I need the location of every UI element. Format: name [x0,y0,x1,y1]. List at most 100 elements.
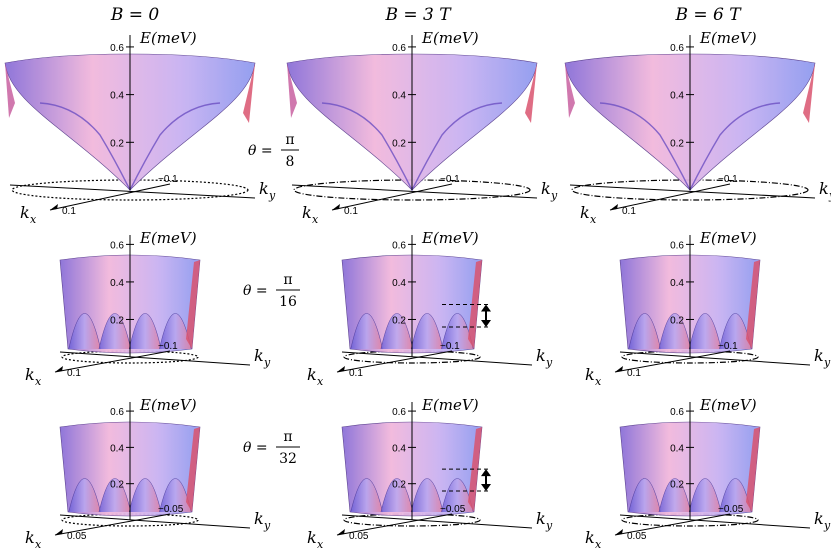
kx-axis-label: k [25,365,35,384]
energy-tick-label: 0.4 [392,91,406,102]
kx-axis [54,513,171,536]
energy-axis-label: E(meV) [139,29,197,47]
kx-arrowhead [50,204,58,210]
cone-lobe [350,478,383,513]
ky-axis [59,514,251,529]
kx-axis-label: k [307,528,317,547]
ky-axis-subscript: y [550,189,558,202]
kx-arrowhead [337,366,345,372]
cone-lobe [128,313,162,350]
energy-tick-label: 0.6 [110,43,124,54]
kx-axis-subscript: x [312,213,319,226]
column-header-b0: B = 0 [110,5,160,25]
kx-arrowhead [615,366,623,372]
ky-axis-label: k [814,346,824,365]
surface-edge [287,63,297,118]
cone-lobe [658,313,692,350]
brillouin-ellipse [571,179,809,201]
energy-tick-label: 0.4 [392,278,406,289]
kx-arrowhead [615,529,623,535]
energy-tick-label: 0.2 [392,138,406,149]
kx-axis [614,513,731,536]
energy-tick-label: 0.2 [670,138,684,149]
energy-tick-label: 0.2 [110,315,124,326]
energy-tick-label: 0.2 [670,480,684,491]
kx-axis-label: k [20,203,30,222]
theta-numerator: π [285,132,294,148]
ky-axis [341,351,533,366]
ky-axis-subscript: y [268,189,276,202]
gap-arrowhead-down [481,483,491,491]
ky-axis [569,184,816,199]
surface-edge [186,427,200,512]
kx-axis-label: k [585,365,595,384]
ky-tick-label: −0.05 [158,504,184,515]
kx-axis [614,350,731,373]
ky-axis-subscript: y [823,356,831,369]
surface-edge [746,260,760,349]
ky-tick-label: −0.1 [158,341,178,352]
energy-tick-label: 0.6 [670,43,684,54]
kx-axis-label: k [307,365,317,384]
energy-tick-label: 0.4 [110,443,124,454]
cone-lobe [410,478,444,513]
energy-tick-label: 0.2 [110,480,124,491]
energy-axis-label: E(meV) [139,229,197,247]
kx-tick-label: 0.05 [349,531,369,542]
ky-axis [341,514,533,529]
kx-arrowhead [55,366,63,372]
kx-tick-label: 0.1 [627,368,641,379]
surface-edge [5,63,15,118]
kx-axis [54,350,171,373]
ky-axis-label: k [819,179,829,198]
kx-axis-subscript: x [317,375,324,388]
kx-axis-subscript: x [595,375,602,388]
kx-axis-subscript: x [30,213,37,226]
ky-axis-label: k [259,179,269,198]
surface-panel-r0c0: 0.20.40.6E(meV)k yk x0.1−0.1 [4,29,276,226]
energy-tick-label: 0.4 [670,91,684,102]
energy-axis-label: E(meV) [699,29,757,47]
surface-panel-r2c2: 0.20.40.6 E(meV)k yk x0.05−0.05 [585,396,831,551]
cone-lobe [68,313,101,350]
kx-tick-label: 0.1 [67,368,81,379]
surface-panel-r1c1: 0.20.40.6 E(meV)k yk x0.1−0.1 [307,229,553,388]
ky-tick-label: −0.1 [718,174,738,185]
theta-label-row-1: θ = π 16 [243,272,300,310]
gap-arrowhead-up [481,469,491,477]
kx-axis [336,513,453,536]
theta-prefix: θ = [243,440,268,456]
kx-axis-label: k [25,528,35,547]
energy-tick-label: 0.4 [110,278,124,289]
cone-lobe [68,478,101,513]
gap-arrowhead-up [481,304,491,312]
cone-lobe [688,313,722,350]
cone-lobe [410,313,444,350]
energy-tick-label: 0.6 [392,43,406,54]
energy-axis-label: E(meV) [699,229,757,247]
theta-label-row-0: θ = π 8 [248,132,299,170]
theta-label-row-2: θ = π 32 [243,429,300,467]
cone-lobe [628,313,661,350]
theta-denominator: 32 [279,451,297,467]
surface-panel-r2c0: 0.20.40.6 E(meV)k yk x0.05−0.05 [25,396,271,551]
kx-axis-label: k [302,203,312,222]
kx-axis-subscript: x [35,538,42,551]
ky-axis-subscript: y [545,519,553,532]
kx-axis [331,183,453,211]
kx-tick-label: 0.05 [67,531,87,542]
kx-tick-label: 0.1 [62,206,76,217]
ky-axis-label: k [536,509,546,528]
ky-tick-label: −0.1 [440,341,460,352]
surface-panel-r2c1: 0.20.40.6 E(meV)k yk x0.05−0.05 [307,396,553,551]
kx-tick-label: 0.1 [349,368,363,379]
surface-edge [243,63,255,123]
panel-grid: 0.20.40.6E(meV)k yk x0.1−0.10.20.40.6E(meV… [4,29,831,551]
energy-tick-label: 0.6 [670,407,684,418]
kx-arrowhead [337,529,345,535]
cone-lobe [98,478,132,513]
ky-axis-subscript: y [263,356,271,369]
gap-arrowhead-down [481,319,491,327]
ky-axis-label: k [814,509,824,528]
